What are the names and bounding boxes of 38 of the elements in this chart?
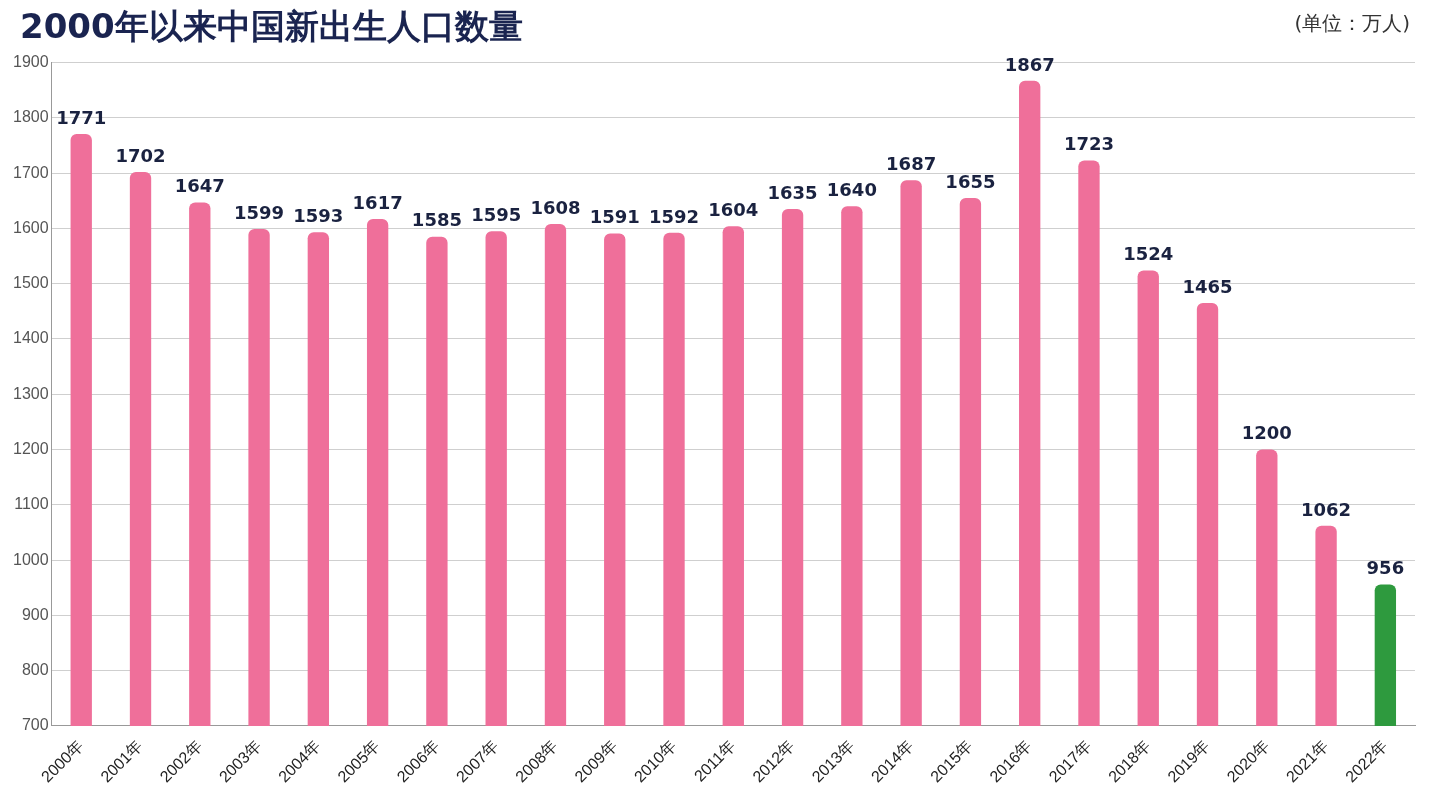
data-label: 1200 [1241, 422, 1292, 444]
data-label: 1585 [411, 209, 462, 231]
data-label: 1635 [767, 181, 818, 203]
y-tick-label: 900 [21, 605, 49, 623]
data-label: 1599 [234, 201, 285, 223]
data-label: 1465 [1182, 275, 1233, 297]
data-label: 1771 [56, 106, 107, 128]
data-label: 1062 [1301, 498, 1352, 520]
data-label: 1593 [293, 204, 344, 226]
data-label: 1604 [708, 198, 759, 220]
data-label: 1640 [826, 179, 877, 200]
data-label: 1647 [174, 175, 225, 197]
y-tick-label: 800 [21, 661, 49, 679]
y-tick-label: 1800 [13, 108, 49, 126]
y-tick-label: 1600 [13, 218, 49, 236]
data-label: 956 [1366, 557, 1405, 579]
data-label: 1595 [471, 203, 522, 225]
y-tick-label: 1400 [13, 329, 49, 347]
y-tick-label: 1200 [13, 439, 49, 457]
data-label: 1591 [589, 206, 640, 228]
data-label: 1687 [886, 153, 937, 175]
data-label: 1592 [648, 205, 700, 227]
data-label: 1723 [1063, 133, 1115, 155]
data-label: 1608 [530, 196, 581, 218]
y-tick-label: 700 [21, 716, 49, 734]
y-tick-label: 1500 [13, 274, 49, 292]
y-tick-label: 1100 [14, 495, 49, 513]
text: (单位：万人) [1294, 10, 1410, 37]
data-label: 1702 [115, 144, 166, 166]
data-label: 1867 [1004, 53, 1055, 75]
data-label: 1524 [1123, 243, 1174, 265]
data-label: 1617 [352, 191, 403, 213]
y-tick-label: 1000 [13, 550, 49, 568]
data-label: 1655 [945, 170, 996, 192]
y-tick-label: 1300 [13, 384, 49, 402]
chart-title: 2000年以来中国新出生人口数量 [20, 5, 523, 48]
y-tick-label: 1900 [13, 53, 49, 71]
y-tick-label: 1700 [13, 163, 49, 181]
